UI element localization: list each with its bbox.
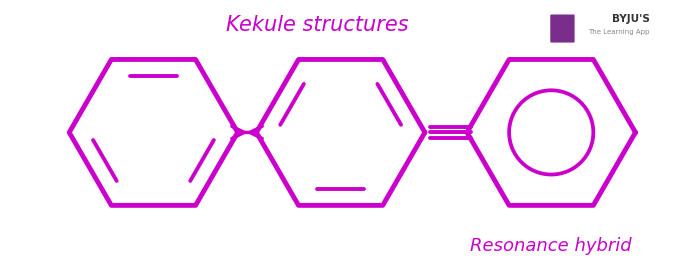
- Text: BYJU'S: BYJU'S: [612, 14, 650, 23]
- Text: Resonance hybrid: Resonance hybrid: [470, 237, 632, 255]
- Text: The Learning App: The Learning App: [588, 29, 650, 35]
- FancyBboxPatch shape: [550, 14, 575, 43]
- Text: Kekule structures: Kekule structures: [226, 15, 409, 35]
